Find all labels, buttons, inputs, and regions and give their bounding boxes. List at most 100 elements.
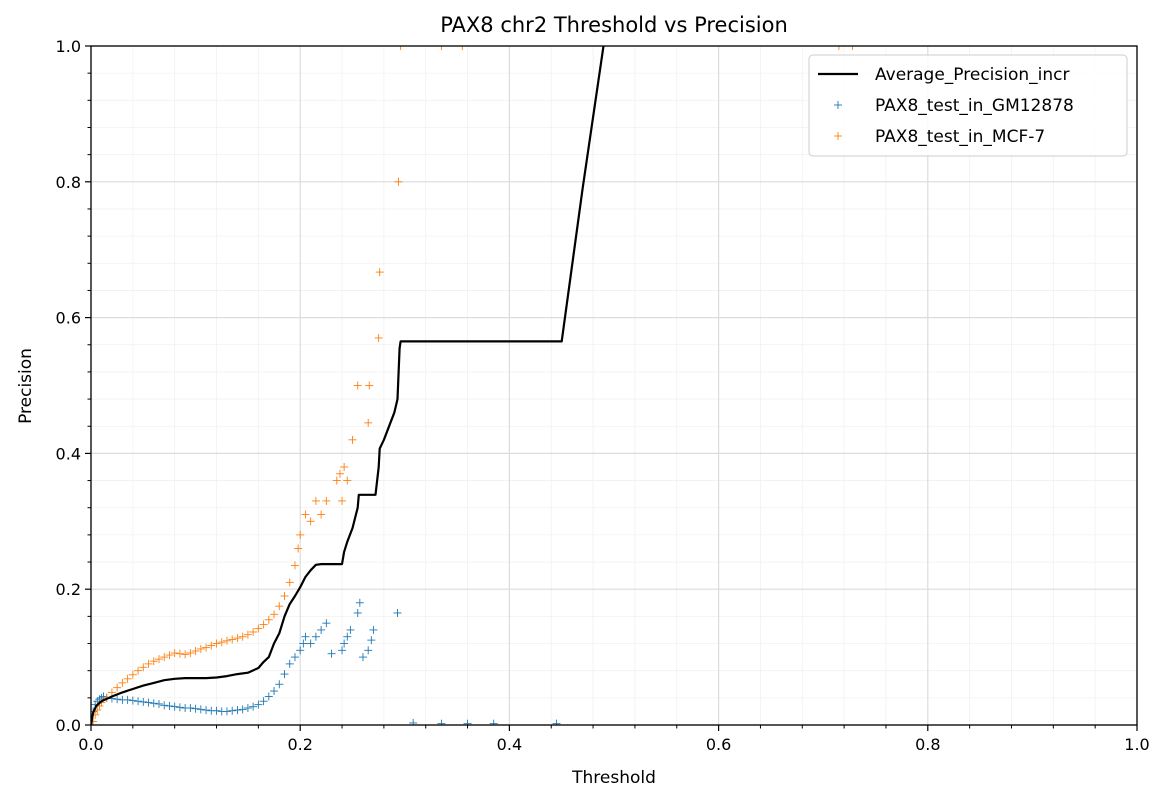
axes-frame — [90, 45, 1138, 726]
mcf7-point — [207, 641, 216, 650]
y-tick-label: 0.0 — [56, 716, 81, 735]
mcf7-point — [375, 268, 384, 277]
mcf7-point — [107, 688, 116, 697]
gm12878-point — [327, 649, 336, 658]
mcf7-point — [123, 674, 132, 683]
mcf7-point — [118, 678, 127, 687]
mcf7-point — [374, 333, 383, 342]
legend-plus-mcf7 — [834, 132, 842, 140]
mcf7-point — [437, 46, 446, 50]
mcf7-point — [202, 643, 211, 652]
gm12878-point — [249, 702, 258, 711]
gm12878-point — [113, 695, 122, 704]
gm12878-point — [355, 598, 364, 607]
gm12878-point — [128, 696, 137, 705]
mcf7-point — [275, 602, 284, 611]
mcf7-point — [332, 476, 341, 485]
mcf7-point — [228, 635, 237, 644]
y-axis-label: Precision — [16, 348, 36, 424]
gm12878-point — [489, 719, 498, 725]
mcf7-point — [311, 496, 320, 505]
gm12878-point — [222, 707, 231, 716]
mcf7-point — [191, 646, 200, 655]
gm12878-point — [353, 608, 362, 617]
gm12878-point — [139, 697, 148, 706]
gm12878-point — [463, 719, 472, 725]
mcf7-point — [144, 659, 153, 668]
legend-label-gm12878: PAX8_test_in_GM12878 — [875, 96, 1074, 116]
gm12878-point — [233, 706, 242, 715]
mcf7-point — [394, 177, 403, 186]
gm12878-point — [264, 692, 273, 701]
gm12878-point — [186, 704, 195, 713]
mcf7-point — [212, 639, 221, 648]
mcf7-point — [264, 615, 273, 624]
gm12878-point — [299, 639, 308, 648]
mcf7-point — [170, 649, 179, 658]
gm12878-point — [149, 699, 158, 708]
gm12878-point — [165, 701, 174, 710]
x-tick-label: 0.2 — [287, 735, 312, 754]
gm12878-point — [369, 625, 378, 634]
gm12878-point — [409, 718, 418, 725]
y-tick-label: 0.6 — [56, 309, 81, 328]
gm12878-point — [196, 705, 205, 714]
legend-marker-mcf7 — [834, 132, 842, 140]
x-tick-label: 0.6 — [706, 735, 731, 754]
series-gm12878 — [91, 598, 561, 725]
chart-title: PAX8 chr2 Threshold vs Precision — [440, 13, 788, 37]
gm12878-point — [170, 702, 179, 711]
gm12878-point — [322, 619, 331, 628]
mcf7-point — [217, 638, 226, 647]
mcf7-point — [134, 666, 143, 675]
mcf7-point — [396, 46, 405, 50]
mcf7-point — [222, 636, 231, 645]
axes: 0.0 0.2 0.4 0.6 0.8 1.0 0.0 0.2 0.4 0.6 0.8 1.0 — [56, 37, 1150, 754]
gm12878-point — [296, 646, 305, 655]
gm12878-point — [202, 706, 211, 715]
legend-label-mcf7: PAX8_test_in_MCF-7 — [875, 127, 1045, 147]
mcf7-point — [154, 655, 163, 664]
mcf7-point — [175, 649, 184, 658]
gm12878-point — [243, 704, 252, 713]
gm12878-point — [191, 704, 200, 713]
plot-area — [91, 46, 857, 725]
gm12878-point — [144, 698, 153, 707]
gm12878-point — [238, 705, 247, 714]
y-tick-label: 0.4 — [56, 444, 81, 463]
gm12878-point — [306, 639, 315, 648]
legend-box — [808, 54, 1128, 157]
mcf7-point — [458, 46, 467, 50]
legend: Average_Precision_incr PAX8_test_in_GM12… — [808, 54, 1128, 157]
mcf7-point — [834, 46, 843, 50]
mcf7-point — [270, 610, 279, 619]
mcf7-point — [160, 653, 169, 662]
legend-marker-gm12878 — [834, 101, 842, 109]
gm12878-point — [317, 625, 326, 634]
mcf7-point — [181, 650, 190, 659]
gm12878-point — [343, 632, 352, 641]
mcf7-point — [296, 530, 305, 539]
gm12878-point — [175, 703, 184, 712]
gm12878-point — [160, 701, 169, 710]
mcf7-point — [128, 670, 137, 679]
mcf7-point — [259, 620, 268, 629]
x-tick-label: 0.4 — [497, 735, 522, 754]
mcf7-point — [306, 517, 315, 526]
x-tick-label: 0.0 — [78, 735, 103, 754]
gm12878-point — [270, 687, 279, 696]
mcf7-point — [348, 435, 357, 444]
mcf7-point — [290, 561, 299, 570]
mcf7-point — [322, 496, 331, 505]
gm12878-point — [340, 639, 349, 648]
series-mcf7 — [91, 46, 857, 725]
mcf7-point — [249, 627, 258, 636]
gm12878-point — [254, 700, 263, 709]
gm12878-point — [123, 695, 132, 704]
mcf7-point — [364, 418, 373, 427]
gm12878-point — [437, 719, 446, 725]
mcf7-point — [848, 46, 857, 50]
legend-label-average: Average_Precision_incr — [875, 65, 1070, 85]
average-precision-line — [91, 46, 605, 725]
